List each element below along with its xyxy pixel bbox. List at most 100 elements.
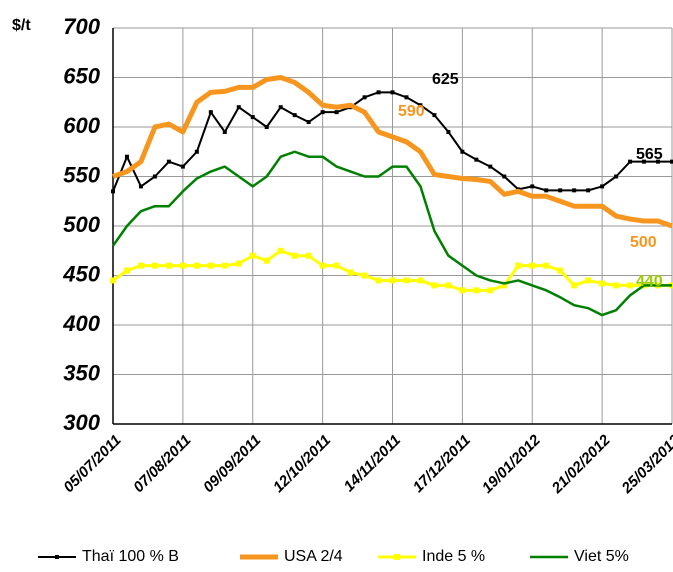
series-marker [347, 269, 354, 276]
series-marker [166, 159, 171, 164]
legend-label: Thaï 100 % B [82, 548, 179, 565]
series-marker [277, 247, 284, 254]
series-marker [656, 159, 661, 164]
series-marker [431, 282, 438, 289]
series-marker [529, 262, 536, 269]
series-marker [137, 262, 144, 269]
series-marker [123, 267, 130, 274]
series-marker [221, 262, 228, 269]
series-marker [502, 174, 507, 179]
series-marker [361, 272, 368, 279]
series-marker [488, 164, 493, 169]
series-marker [222, 129, 227, 134]
series-marker [642, 159, 647, 164]
x-tick-label: 17/12/2011 [410, 432, 474, 496]
y-tick-label: 600 [63, 113, 100, 138]
y-tick-label: 350 [63, 360, 100, 385]
series-marker [110, 277, 116, 284]
series-marker [445, 282, 452, 289]
series-marker [613, 282, 620, 289]
series-marker [544, 188, 549, 193]
series-marker [432, 113, 437, 118]
series-marker [557, 267, 564, 274]
annotation: 565 [636, 146, 663, 163]
series-marker [474, 157, 479, 162]
series-marker [334, 110, 339, 115]
x-tick-label: 19/01/2012 [479, 431, 545, 497]
series-marker [194, 149, 199, 154]
series-marker [179, 262, 186, 269]
series-marker [236, 105, 241, 110]
series-marker [207, 262, 214, 269]
annotation: 625 [432, 71, 459, 88]
series-marker [264, 125, 269, 129]
series-marker [571, 282, 578, 289]
series-marker [530, 184, 535, 189]
series-marker [460, 149, 465, 154]
series-marker [292, 113, 297, 118]
series-marker [599, 280, 606, 287]
series-marker [138, 184, 143, 189]
series-marker [418, 103, 423, 108]
series-marker [572, 188, 577, 193]
x-tick-label: 21/02/2012 [548, 431, 614, 497]
series-marker [558, 188, 563, 193]
series-marker [165, 262, 172, 269]
series-marker [543, 262, 550, 269]
y-tick-label: 700 [63, 14, 100, 39]
x-tick-label: 12/10/2011 [270, 432, 334, 496]
series-marker [250, 115, 255, 120]
series-marker [235, 260, 242, 267]
series-marker [124, 154, 129, 159]
series-marker [152, 174, 157, 179]
series-marker [515, 262, 522, 269]
series-marker [473, 287, 480, 294]
annotation: 500 [630, 234, 657, 251]
series-marker [670, 159, 673, 164]
x-tick-label: 14/11/2011 [341, 432, 405, 496]
series-marker [263, 257, 270, 264]
series-marker [404, 95, 409, 100]
x-tick-label: 05/07/2011 [60, 432, 124, 496]
series-line [112, 75, 673, 229]
y-tick-label: 550 [63, 162, 100, 187]
series-marker [628, 159, 633, 164]
x-tick-label: 25/03/2012 [618, 431, 673, 497]
series-marker [390, 90, 395, 95]
y-tick-label: 300 [63, 410, 100, 435]
legend-marker [55, 555, 59, 559]
y-tick-label: 650 [63, 63, 100, 88]
series-marker [291, 252, 298, 259]
series-marker [459, 287, 466, 294]
series-marker [320, 110, 325, 115]
series-marker [586, 188, 591, 193]
series-marker [627, 282, 634, 289]
series-marker [585, 277, 592, 284]
series-marker [362, 95, 367, 100]
series-marker [305, 252, 312, 259]
series-marker [376, 90, 381, 95]
x-tick-label: 09/09/2011 [200, 432, 264, 496]
series-marker [375, 277, 382, 284]
series-marker [403, 277, 410, 284]
series-marker [446, 129, 451, 134]
legend-label: USA 2/4 [284, 548, 343, 565]
series-marker [111, 189, 115, 194]
x-tick-label: 07/08/2011 [130, 432, 194, 496]
legend-label: Inde 5 % [422, 548, 485, 565]
series-marker [319, 262, 326, 269]
series-marker [306, 120, 311, 125]
series-marker [193, 262, 200, 269]
y-tick-label: 450 [62, 261, 100, 286]
legend-label: Viet 5% [574, 548, 629, 565]
series-marker [278, 105, 283, 110]
y-tick-label: 500 [63, 212, 100, 237]
series-marker [151, 262, 158, 269]
legend-marker [394, 554, 400, 560]
annotation: 590 [398, 103, 425, 120]
series-marker [180, 164, 185, 169]
y-tick-label: 400 [62, 311, 100, 336]
series-marker [487, 287, 494, 294]
series-marker [333, 262, 340, 269]
series-line [111, 150, 672, 317]
